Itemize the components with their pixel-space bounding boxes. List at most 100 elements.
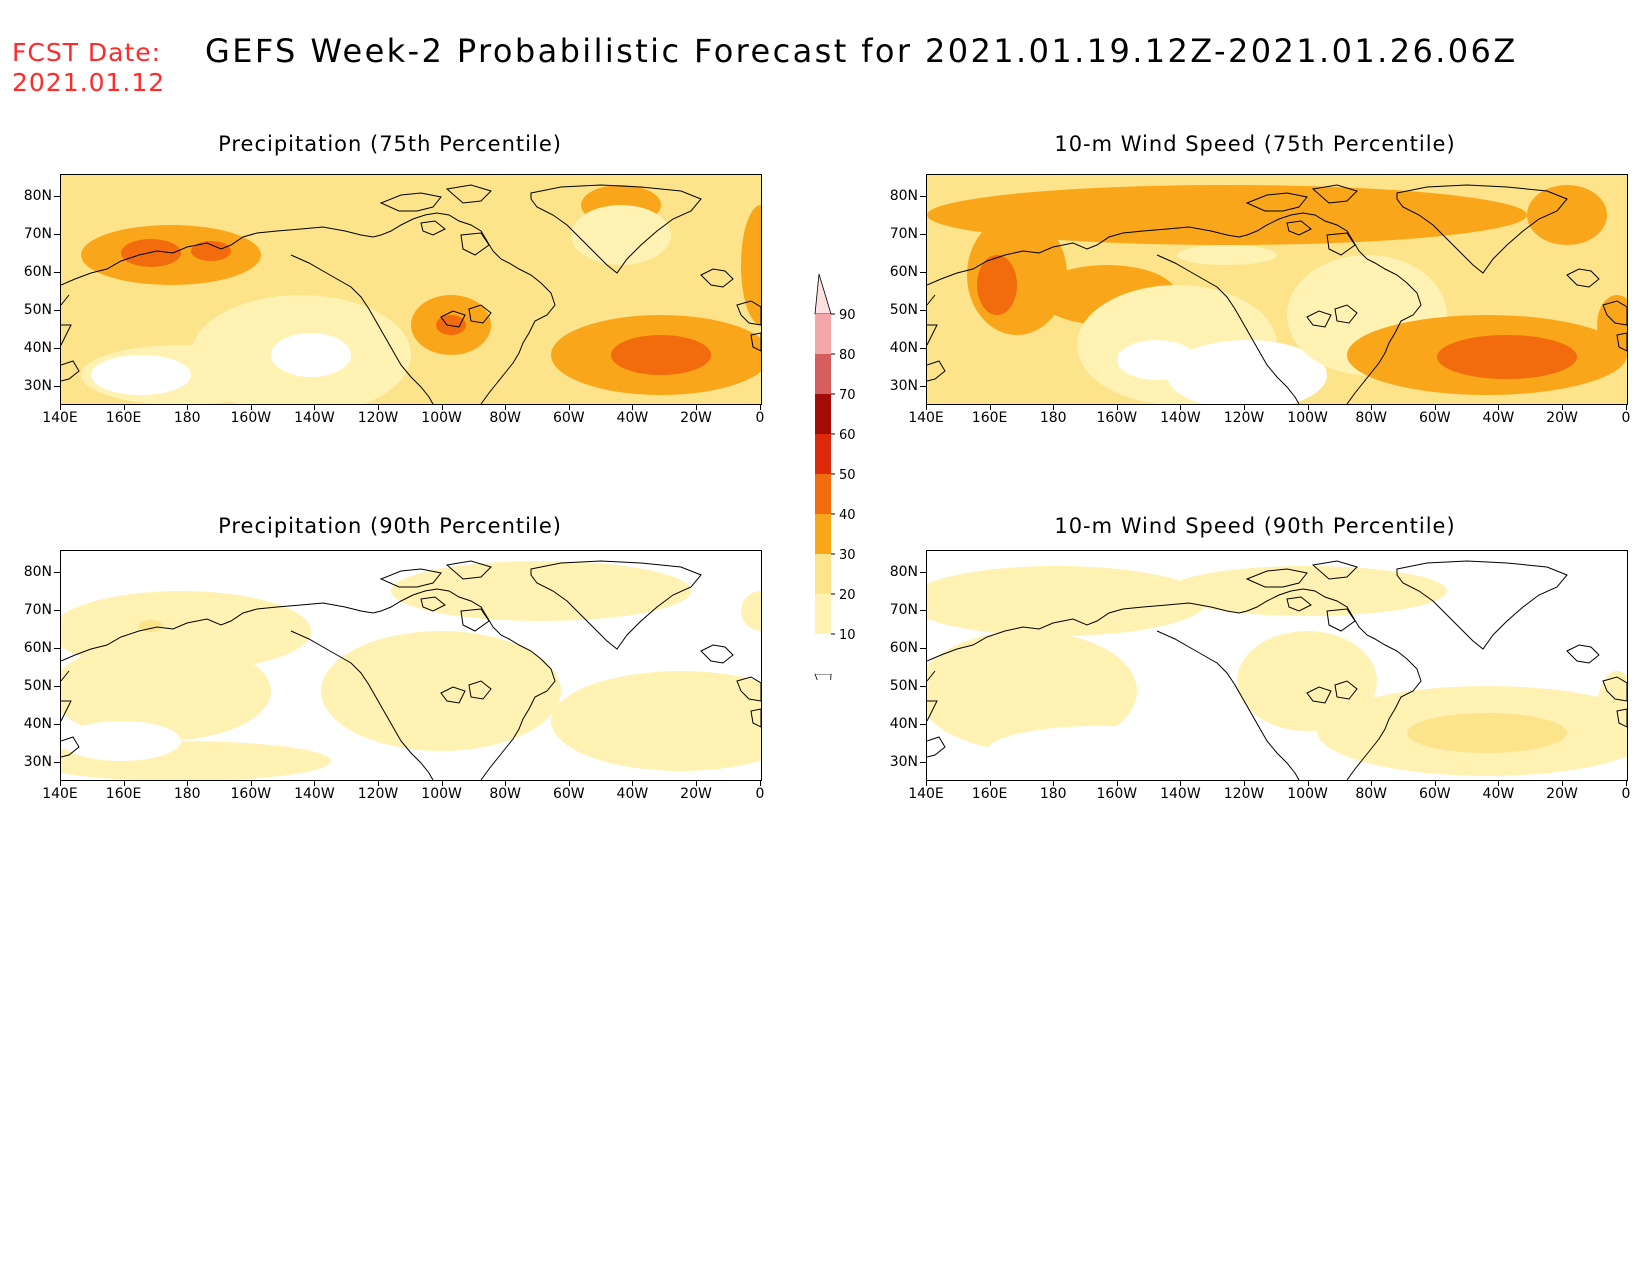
lon-tick-label: 100W	[1287, 786, 1328, 802]
colorbar-swatch	[815, 354, 831, 394]
lon-tick-label: 140W	[1160, 410, 1201, 426]
lon-tick	[505, 781, 507, 786]
lon-tick	[1371, 781, 1373, 786]
map0-svg	[61, 175, 761, 404]
lat-tick-label: 50N	[889, 302, 918, 318]
lat-tick-label: 30N	[23, 378, 52, 394]
map1-svg	[927, 175, 1627, 404]
panel-title-precip-90: Precipitation (90th Percentile)	[218, 514, 562, 538]
lon-tick	[1053, 405, 1055, 410]
panel-title-wind-90: 10-m Wind Speed (90th Percentile)	[1054, 514, 1456, 538]
map1-contour-region	[1167, 340, 1327, 404]
map3-contour-region	[927, 566, 1207, 636]
lon-tick-label: 0	[1621, 786, 1631, 802]
lon-tick	[187, 781, 189, 786]
lon-tick	[989, 781, 991, 786]
lon-tick-label: 80W	[489, 410, 522, 426]
lon-tick-label: 140E	[42, 410, 78, 426]
coastline-segment	[290, 630, 434, 780]
coastline-segment	[468, 680, 492, 700]
lon-tick	[1244, 781, 1245, 786]
lon-tick-label: 80W	[1355, 786, 1388, 802]
lon-tick	[123, 781, 125, 786]
map3-contour-region	[1237, 631, 1377, 731]
lon-tick	[1116, 781, 1118, 786]
map3-contour-region	[1167, 566, 1447, 616]
colorbar-swatch	[815, 514, 831, 554]
lon-tick-label: 80W	[1355, 410, 1388, 426]
map1-coastline	[927, 184, 1627, 404]
lon-tick	[1434, 781, 1436, 786]
lon-tick-label: 160W	[230, 410, 272, 426]
lon-tick	[1498, 405, 1500, 410]
lon-tick-label: 120W	[357, 786, 399, 802]
lat-tick-label: 50N	[889, 678, 918, 694]
lat-tick	[54, 386, 60, 387]
colorbar-swatch	[815, 594, 831, 634]
coastline-segment	[927, 736, 946, 758]
coastline-segment	[61, 294, 70, 306]
lat-tick	[920, 572, 926, 573]
lon-tick-label: 60W	[1418, 786, 1451, 802]
coastline-segment	[927, 588, 1422, 780]
colorbar: 90 80 70 60 50 40 30 20 10	[814, 273, 856, 680]
lon-tick-label: 120W	[1223, 410, 1265, 426]
lon-tick	[378, 781, 379, 786]
lon-tick	[568, 405, 570, 410]
map1-contour-region	[1527, 185, 1607, 245]
lon-tick	[632, 781, 634, 786]
lat-tick	[920, 348, 926, 349]
map0-coastline	[61, 184, 761, 404]
coastline-segment	[530, 184, 702, 274]
lon-tick-label: 40W	[1482, 410, 1515, 426]
map0-contour-region	[436, 315, 466, 335]
lon-tick	[250, 405, 252, 410]
coastline-segment	[927, 360, 946, 382]
lat-tick-label: 50N	[23, 302, 52, 318]
lon-tick	[632, 405, 634, 410]
lon-tick	[760, 405, 761, 410]
map3-contour-region	[987, 726, 1207, 776]
lat-tick-label: 70N	[889, 226, 918, 242]
lat-tick-label: 60N	[23, 640, 52, 656]
panel-title-precip-75: Precipitation (75th Percentile)	[218, 132, 562, 156]
lat-tick	[54, 648, 60, 649]
lat-tick	[54, 310, 60, 311]
lon-tick	[123, 405, 125, 410]
lon-tick-label: 40W	[1482, 786, 1515, 802]
lat-tick	[920, 272, 926, 273]
fcst-date-value: 2021.01.12	[12, 68, 166, 97]
lat-tick	[920, 762, 926, 763]
map2-contour-region	[391, 561, 691, 621]
lon-tick	[60, 405, 61, 410]
map2-contour-region	[139, 620, 163, 632]
coastline-segment	[379, 192, 442, 212]
coastline-segment	[468, 304, 492, 324]
lat-tick-label: 70N	[23, 226, 52, 242]
lon-tick	[1053, 781, 1055, 786]
coastline-segment	[1616, 708, 1627, 728]
map2-coastline	[61, 560, 761, 780]
colorbar-top-arrow	[814, 273, 832, 315]
lon-tick-label: 160W	[1096, 786, 1138, 802]
wind-90-map	[926, 550, 1628, 781]
lon-tick-label: 180	[173, 786, 201, 802]
coastline-segment	[1286, 596, 1312, 612]
coastline-segment	[1602, 676, 1627, 702]
colorbar-level-label: 90	[839, 308, 856, 323]
coastline-segment	[61, 670, 70, 682]
lon-tick	[926, 781, 927, 786]
lat-tick-label: 70N	[889, 602, 918, 618]
coastline-segment	[736, 676, 761, 702]
colorbar-level-label: 30	[839, 548, 856, 563]
lat-tick-label: 70N	[23, 602, 52, 618]
lat-tick-label: 40N	[23, 340, 52, 356]
lon-tick-label: 80W	[489, 786, 522, 802]
lon-tick	[441, 405, 443, 410]
lon-tick-label: 20W	[680, 410, 712, 426]
lon-tick	[314, 405, 316, 410]
lon-tick	[1244, 405, 1245, 410]
page-title: GEFS Week-2 Probabilistic Forecast for 2…	[205, 32, 1518, 70]
coastline-segment	[440, 686, 466, 704]
